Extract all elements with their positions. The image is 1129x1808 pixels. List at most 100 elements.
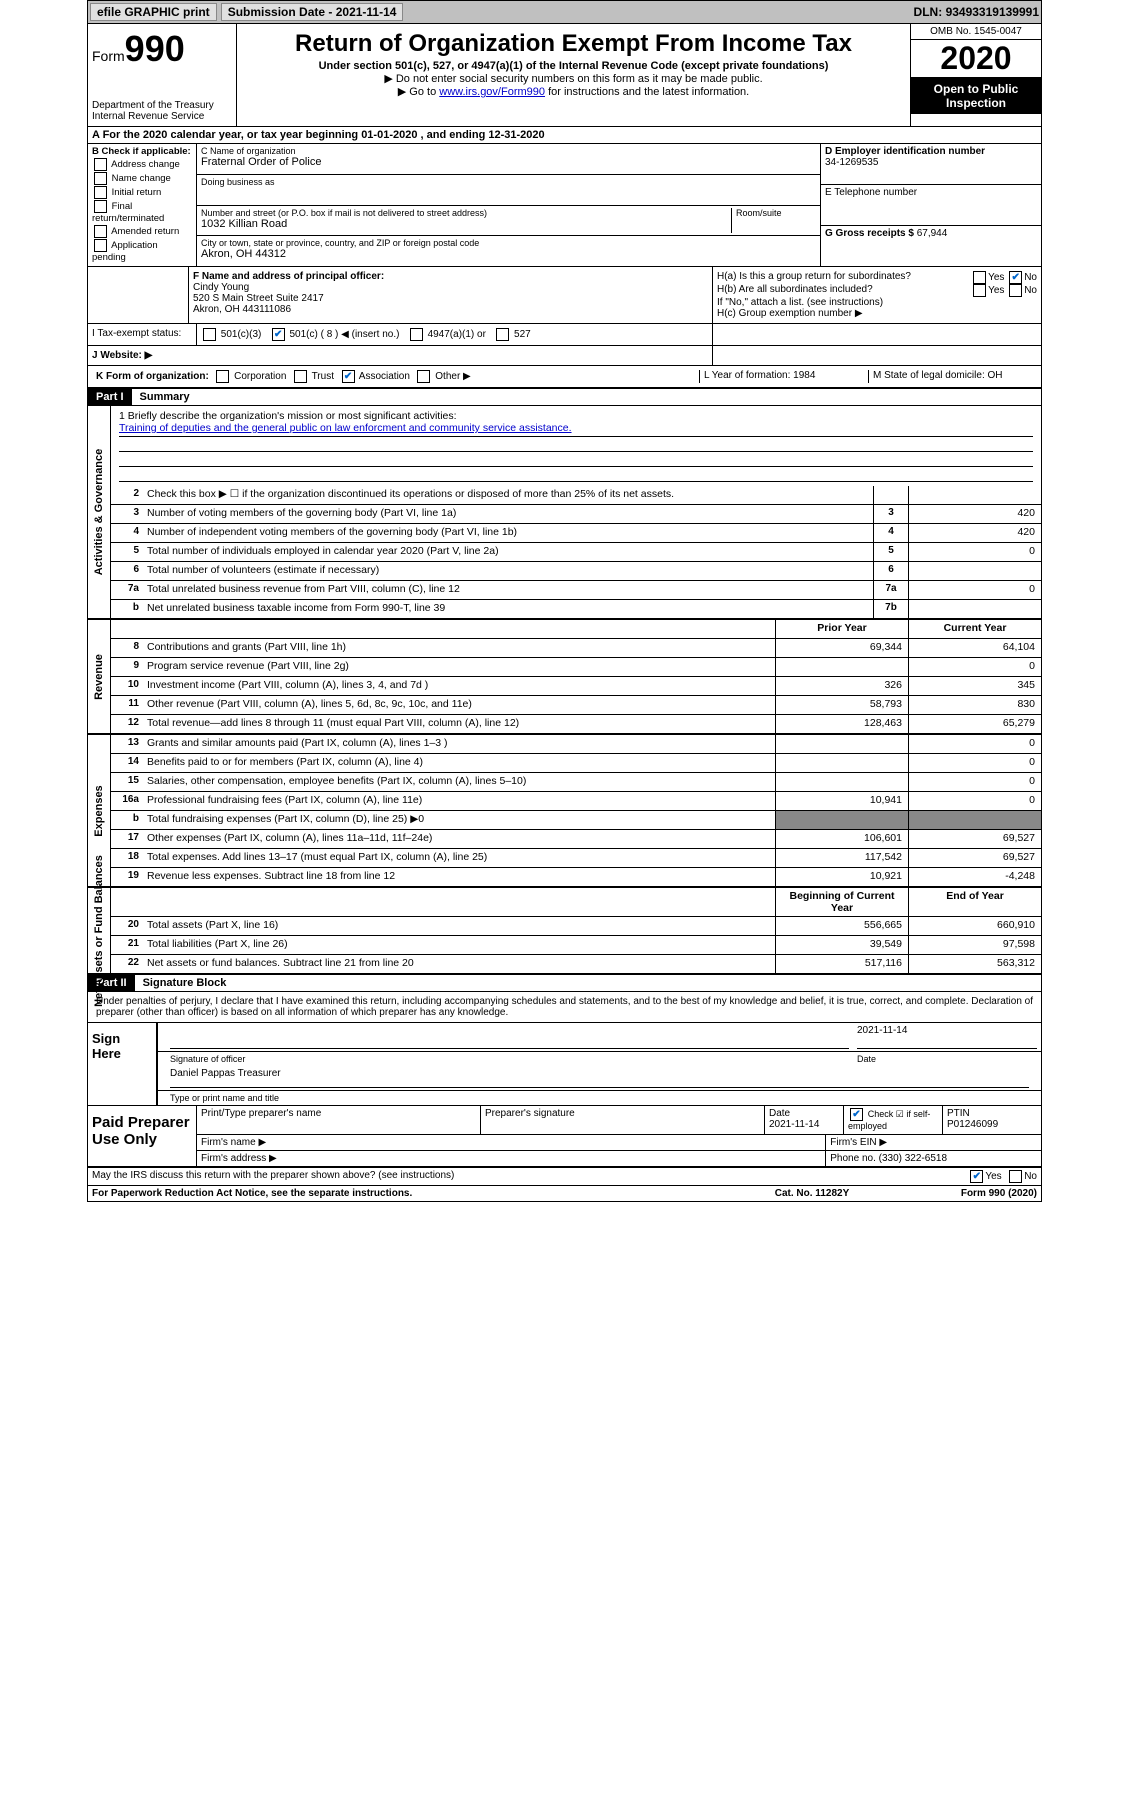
table-row: 15Salaries, other compensation, employee… <box>111 773 1041 792</box>
efile-print-button[interactable]: efile GRAPHIC print <box>90 3 217 21</box>
row-a-tax-year: A For the 2020 calendar year, or tax yea… <box>88 127 1041 144</box>
chk-name-change[interactable]: Name change <box>92 172 192 185</box>
signature-line[interactable] <box>170 1025 849 1049</box>
mission-text: Training of deputies and the general pub… <box>119 422 1033 437</box>
table-row: 20Total assets (Part X, line 16)556,6656… <box>111 917 1041 936</box>
year-formation: L Year of formation: 1984 <box>699 370 868 383</box>
table-row: 17Other expenses (Part IX, column (A), l… <box>111 830 1041 849</box>
form-subtitle: Under section 501(c), 527, or 4947(a)(1)… <box>241 60 906 72</box>
table-row: 3Number of voting members of the governi… <box>111 505 1041 524</box>
revenue-side-label: Revenue <box>88 620 111 733</box>
chk-4947[interactable] <box>410 328 423 341</box>
f-spacer <box>88 267 189 323</box>
header-right: OMB No. 1545-0047 2020 Open to Public In… <box>910 24 1041 126</box>
chk-amended[interactable]: Amended return <box>92 225 192 238</box>
table-row: 6Total number of volunteers (estimate if… <box>111 562 1041 581</box>
chk-trust[interactable] <box>294 370 307 383</box>
table-row: 14Benefits paid to or for members (Part … <box>111 754 1041 773</box>
form-title: Return of Organization Exempt From Incom… <box>241 30 906 58</box>
preparer-sig-header: Preparer's signature <box>481 1106 765 1134</box>
netassets-side-label: Net Assets or Fund Balances <box>88 888 111 973</box>
form-header: Form990 Department of the Treasury Inter… <box>88 24 1041 127</box>
table-row: 8Contributions and grants (Part VIII, li… <box>111 639 1041 658</box>
chk-501c[interactable] <box>272 328 285 341</box>
telephone-cell: E Telephone number <box>821 185 1041 226</box>
chk-501c3[interactable] <box>203 328 216 341</box>
officer-addr2: Akron, OH 443111086 <box>193 304 708 315</box>
section-fh: F Name and address of principal officer:… <box>88 267 1041 324</box>
table-row: 21Total liabilities (Part X, line 26)39,… <box>111 936 1041 955</box>
netassets-table: Net Assets or Fund Balances Beginning of… <box>88 888 1041 975</box>
table-row: bTotal fundraising expenses (Part IX, co… <box>111 811 1041 830</box>
table-row: 16aProfessional fundraising fees (Part I… <box>111 792 1041 811</box>
tax-status-label: I Tax-exempt status: <box>88 324 197 345</box>
governance-table: Activities & Governance 1 Briefly descri… <box>88 406 1041 620</box>
form-number: 990 <box>125 28 185 69</box>
row-k: K Form of organization: Corporation Trus… <box>88 366 1041 389</box>
instructions-note: ▶ Go to www.irs.gov/Form990 for instruct… <box>241 85 906 98</box>
ein: 34-1269535 <box>825 157 1037 168</box>
header-mid: Return of Organization Exempt From Incom… <box>237 24 910 126</box>
firm-address: Firm's address ▶ <box>197 1151 826 1166</box>
tax-status-options: 501(c)(3) 501(c) ( 8 ) ◀ (insert no.) 49… <box>197 324 712 345</box>
irs-link[interactable]: www.irs.gov/Form990 <box>439 86 545 98</box>
header-left: Form990 Department of the Treasury Inter… <box>88 24 237 126</box>
street-cell: Number and street (or P.O. box if mail i… <box>197 206 820 237</box>
chk-initial-return[interactable]: Initial return <box>92 186 192 199</box>
chk-address-change[interactable]: Address change <box>92 158 192 171</box>
section-bcd: B Check if applicable: Address change Na… <box>88 144 1041 267</box>
dept-label: Department of the Treasury Internal Reve… <box>92 100 232 122</box>
sign-here-label: Sign Here <box>88 1023 156 1105</box>
officer-name: Cindy Young <box>193 282 708 293</box>
chk-pending[interactable]: Application pending <box>92 239 192 263</box>
discuss-yes[interactable] <box>970 1170 983 1183</box>
table-row: 5Total number of individuals employed in… <box>111 543 1041 562</box>
state-domicile: M State of legal domicile: OH <box>868 370 1037 383</box>
officer-addr1: 520 S Main Street Suite 2417 <box>193 293 708 304</box>
revenue-header-row: Prior Year Current Year <box>111 620 1041 639</box>
ha-yes[interactable] <box>973 271 986 284</box>
box-h: H(a) Is this a group return for subordin… <box>712 267 1041 323</box>
firm-ein: Firm's EIN ▶ <box>826 1135 1041 1150</box>
paid-preparer-label: Paid Preparer Use Only <box>88 1106 196 1166</box>
table-row: 13Grants and similar amounts paid (Part … <box>111 735 1041 754</box>
chk-corp[interactable] <box>216 370 229 383</box>
table-row: 2Check this box ▶ ☐ if the organization … <box>111 486 1041 505</box>
gross-receipts: 67,944 <box>917 228 948 239</box>
sign-date: 2021-11-14 <box>857 1025 1037 1049</box>
hb-no[interactable] <box>1009 284 1022 297</box>
public-inspection: Open to Public Inspection <box>911 78 1041 114</box>
hb-yes[interactable] <box>973 284 986 297</box>
discuss-no[interactable] <box>1009 1170 1022 1183</box>
table-row: 11Other revenue (Part VIII, column (A), … <box>111 696 1041 715</box>
chk-other[interactable] <box>417 370 430 383</box>
netassets-header-row: Beginning of Current Year End of Year <box>111 888 1041 917</box>
chk-527[interactable] <box>496 328 509 341</box>
chk-assoc[interactable] <box>342 370 355 383</box>
table-row: bNet unrelated business taxable income f… <box>111 600 1041 618</box>
table-row: 19Revenue less expenses. Subtract line 1… <box>111 868 1041 886</box>
form-990-container: efile GRAPHIC print Submission Date - 20… <box>87 0 1042 1202</box>
part-i-header: Part I Summary <box>88 389 1041 406</box>
mission-block: 1 Briefly describe the organization's mi… <box>111 406 1041 486</box>
tax-year: 2020 <box>911 40 1041 78</box>
box-b: B Check if applicable: Address change Na… <box>88 144 197 266</box>
form-of-org: K Form of organization: Corporation Trus… <box>92 370 699 383</box>
box-f: F Name and address of principal officer:… <box>189 267 712 323</box>
table-row: 22Net assets or fund balances. Subtract … <box>111 955 1041 973</box>
chk-final-return[interactable]: Final return/terminated <box>92 200 192 224</box>
submission-date-label: Submission Date - 2021-11-14 <box>221 3 404 21</box>
row-tax-status: I Tax-exempt status: 501(c)(3) 501(c) ( … <box>88 324 1041 346</box>
ein-cell: D Employer identification number 34-1269… <box>821 144 1041 185</box>
ptin-cell: PTINP01246099 <box>943 1106 1041 1134</box>
preparer-date: Date2021-11-14 <box>765 1106 844 1134</box>
ha-no[interactable] <box>1009 271 1022 284</box>
box-de: D Employer identification number 34-1269… <box>820 144 1041 266</box>
form-label: Form <box>92 48 125 64</box>
table-row: 4Number of independent voting members of… <box>111 524 1041 543</box>
chk-self-employed[interactable] <box>850 1108 863 1121</box>
city-state-zip: Akron, OH 44312 <box>201 248 816 260</box>
firm-phone: Phone no. (330) 322-6518 <box>826 1151 1041 1166</box>
box-b-title: B Check if applicable: <box>92 146 192 157</box>
table-row: 12Total revenue—add lines 8 through 11 (… <box>111 715 1041 733</box>
